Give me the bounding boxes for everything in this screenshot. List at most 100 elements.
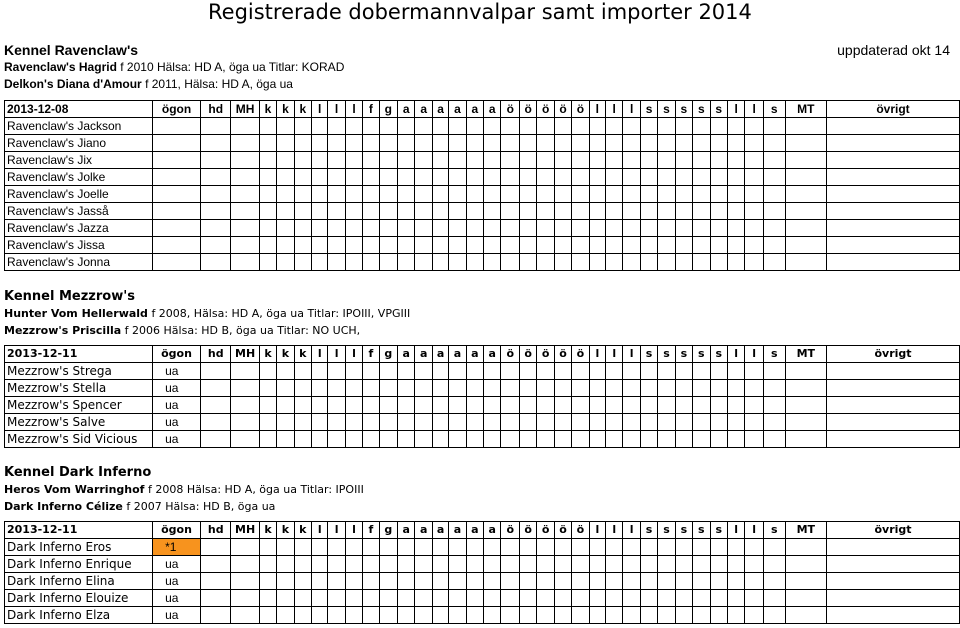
empty-cell [571,219,590,237]
column-header: l [327,345,346,363]
empty-cell [674,151,694,169]
empty-cell [311,185,329,203]
column-header: ö [553,345,573,363]
empty-cell [397,219,416,237]
empty-cell [826,362,960,380]
empty-cell [311,555,329,573]
column-header: a [448,521,467,539]
empty-cell [692,219,711,237]
empty-cell [726,117,746,135]
empty-cell [483,253,502,271]
empty-cell [344,396,364,414]
eye-result [152,168,201,186]
column-header: l [588,521,607,539]
empty-cell [709,253,728,271]
empty-cell [397,202,416,220]
empty-cell [622,413,641,431]
dam-name: Delkon's Diana d'Amour [4,77,142,91]
column-header: MT [784,345,828,363]
column-header: k [258,521,278,539]
puppy-name: Mezzrow's Sid Vicious [3,430,154,448]
empty-cell [311,117,329,135]
empty-cell [518,606,538,624]
table-row: Mezzrow's Spencer ua [3,396,960,414]
empty-cell [744,219,764,237]
empty-cell [604,379,624,397]
empty-cell [397,413,416,431]
empty-cell [639,253,659,271]
empty-cell [362,606,380,624]
empty-cell [362,134,380,152]
column-header: ö [571,100,590,118]
empty-cell [709,168,728,186]
empty-cell [344,151,364,169]
empty-cell [362,538,380,556]
empty-cell [397,134,416,152]
empty-cell [536,606,555,624]
empty-cell [709,202,728,220]
empty-cell [230,117,260,135]
empty-cell [657,151,676,169]
column-header: f [362,521,380,539]
empty-cell [483,202,502,220]
empty-cell [536,117,555,135]
column-header: övrigt [826,345,960,363]
empty-cell [726,538,746,556]
empty-cell [378,555,399,573]
empty-cell [199,606,232,624]
empty-cell [692,236,711,254]
empty-cell [500,202,520,220]
litter-date: 2013-12-11 [3,521,154,539]
empty-cell [639,185,659,203]
empty-cell [518,185,538,203]
empty-cell [293,219,313,237]
column-header: g [378,521,399,539]
empty-cell [414,589,433,607]
table-row: Ravenclaw's Jonna [3,253,960,271]
empty-cell [762,236,786,254]
column-header: l [726,521,746,539]
empty-cell [258,555,278,573]
empty-cell [744,396,764,414]
empty-cell [639,430,659,448]
empty-cell [674,572,694,590]
empty-cell [258,538,278,556]
empty-cell [571,413,590,431]
empty-cell [709,555,728,573]
empty-cell [362,236,380,254]
column-header: l [311,345,329,363]
empty-cell [762,538,786,556]
column-header: a [431,100,450,118]
empty-cell [431,413,450,431]
empty-cell [709,430,728,448]
column-header: l [622,521,641,539]
empty-cell [483,151,502,169]
empty-cell [311,589,329,607]
column-header: l [744,345,764,363]
empty-cell [518,396,538,414]
empty-cell [639,396,659,414]
empty-cell [762,396,786,414]
empty-cell [674,379,694,397]
empty-cell [431,430,450,448]
empty-cell [230,379,260,397]
empty-cell [465,396,485,414]
empty-cell [536,168,555,186]
empty-cell [258,236,278,254]
dam-line: Mezzrow's Priscilla f 2006 Hälsa: HD B, … [4,322,956,339]
empty-cell [448,151,467,169]
empty-cell [657,589,676,607]
empty-cell [604,572,624,590]
empty-cell [448,185,467,203]
table-row: Ravenclaw's Jolke [3,168,960,186]
empty-cell [709,362,728,380]
empty-cell [639,362,659,380]
empty-cell [826,413,960,431]
puppy-name: Dark Inferno Enrique [3,555,154,573]
empty-cell [258,413,278,431]
empty-cell [199,134,232,152]
empty-cell [500,362,520,380]
empty-cell [639,572,659,590]
sire-line: Hunter Vom Hellerwald f 2008, Hälsa: HD … [4,305,956,322]
empty-cell [536,236,555,254]
